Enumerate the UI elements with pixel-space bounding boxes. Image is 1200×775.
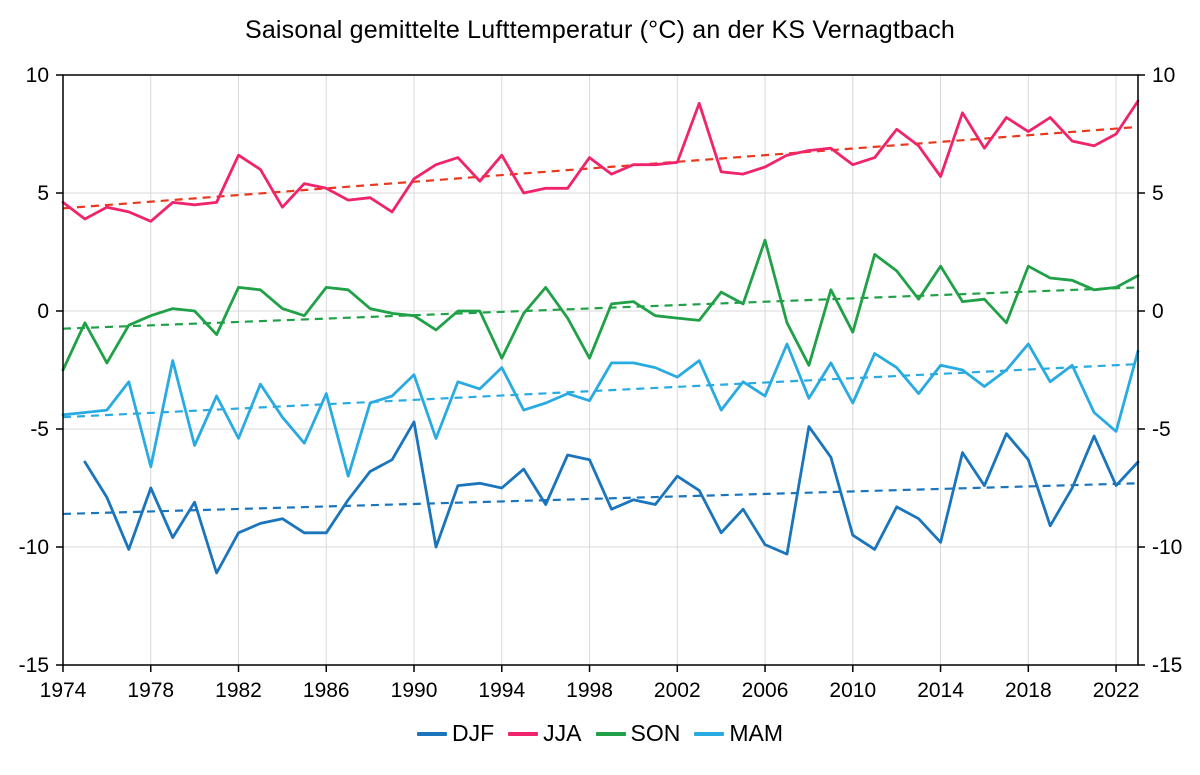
legend-item-jja: JJA — [508, 720, 582, 747]
legend-swatch-jja — [508, 731, 539, 736]
trend-line-son-trend — [62, 286, 1139, 330]
y-axis-label-left: -5 — [30, 418, 49, 441]
series-line-djf — [83, 420, 1140, 575]
series-line-son — [61, 238, 1140, 372]
legend-label-mam: MAM — [729, 720, 784, 746]
trend-line-mam-trend — [62, 363, 1139, 419]
y-axis-label-right: 10 — [1152, 64, 1175, 87]
legend-swatch-mam — [694, 731, 725, 736]
x-axis-label: 2018 — [1005, 679, 1052, 702]
x-axis-label: 2010 — [829, 679, 876, 702]
series-line-jja — [61, 99, 1140, 223]
trend-line-djf-trend — [62, 482, 1139, 516]
y-axis-label-right: -15 — [1152, 654, 1182, 677]
x-axis-label: 1990 — [391, 679, 438, 702]
legend-label-son: SON — [630, 720, 681, 746]
chart-title: Saisonal gemittelte Lufttemperatur (°C) … — [244, 16, 956, 44]
y-axis-label-right: 5 — [1152, 182, 1164, 205]
legend-swatch-son — [595, 731, 626, 736]
legend-swatch-djf — [416, 731, 447, 736]
x-axis-label: 2002 — [654, 679, 701, 702]
x-axis-label: 1986 — [303, 679, 350, 702]
x-axis-label: 1998 — [566, 679, 613, 702]
y-axis-label-left: 5 — [37, 182, 49, 205]
legend-item-djf: DJF — [416, 720, 495, 747]
trend-line-jja-trend — [62, 125, 1139, 210]
y-axis-label-left: -15 — [19, 654, 49, 677]
legend-label-jja: JJA — [543, 720, 582, 746]
y-axis-label-left: 10 — [26, 64, 49, 87]
legend-label-djf: DJF — [451, 720, 495, 746]
x-axis-label: 1982 — [215, 679, 262, 702]
x-axis-label: 2006 — [742, 679, 789, 702]
y-axis-label-left: -10 — [19, 536, 49, 559]
line-chart-plot: -15 -15 -10 -10 -5 -5 0 0 5 5 10 10 1974 1978 1982 1986… — [19, 64, 1183, 702]
legend-item-son: SON — [595, 720, 681, 747]
y-axis-label-left: 0 — [37, 300, 49, 323]
y-axis-label-right: -10 — [1152, 536, 1182, 559]
plot-frame — [62, 74, 1139, 666]
x-axis-label: 2022 — [1093, 679, 1140, 702]
legend-item-mam: MAM — [694, 720, 783, 747]
y-axis-label-right: -5 — [1152, 418, 1171, 441]
y-axis-label-right: 0 — [1152, 300, 1164, 323]
series-line-mam — [61, 342, 1140, 478]
x-axis-label: 2014 — [917, 679, 964, 702]
chart-legend: DJF JJA SON MAM — [0, 720, 1200, 747]
x-axis-label: 1994 — [478, 679, 525, 702]
x-axis-label: 1974 — [40, 679, 87, 702]
x-axis-label: 1978 — [127, 679, 174, 702]
